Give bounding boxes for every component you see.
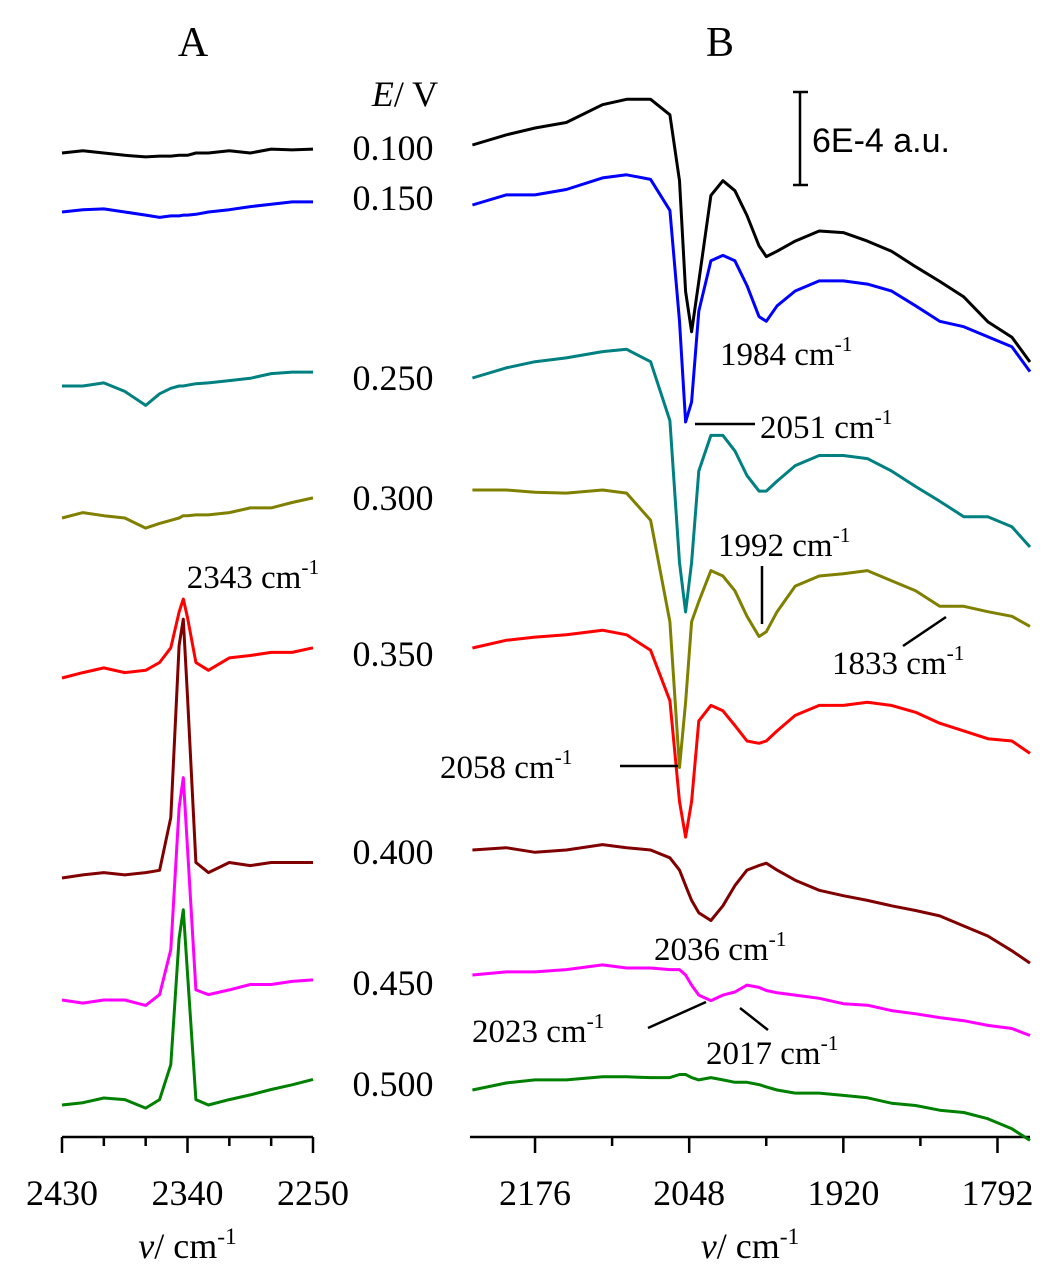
x-axis-title-symbol: ν [701,1226,717,1266]
annotation-sup: -1 [875,405,893,429]
annotation-text: 2023 cm [472,1014,587,1050]
x-axis-title: ν/ cm-1 [138,1224,236,1266]
x-axis-title: ν/ cm-1 [701,1224,799,1266]
potential-label: 0.100 [353,128,434,168]
annotation-sup: -1 [947,641,965,665]
x-axis-title-symbol: ν [138,1226,154,1266]
x-tick-label: 2250 [277,1173,349,1213]
potential-label: 0.450 [353,963,434,1003]
potential-label: 0.250 [353,358,434,398]
annotation-sup: -1 [587,1009,605,1033]
annotation: 2036 cm-1 [654,927,786,968]
spectrum [61,597,314,680]
legend-title: E/ V [371,74,438,114]
annotation-sup: -1 [555,745,573,769]
annotation-sup: -1 [835,332,853,356]
legend-title-text: / V [394,74,438,114]
spectrum [471,97,1032,363]
x-tick-label: 2430 [26,1173,98,1213]
annotation-sup: -1 [769,927,787,951]
x-tick-label: 1920 [807,1173,879,1213]
annotation: 2058 cm-1 [440,745,572,786]
annotation: 1992 cm-1 [718,523,850,564]
spectrum [61,776,314,1007]
spectrum [61,147,314,159]
annotation-text: 1992 cm [718,528,833,564]
panel-title: A [178,20,209,66]
x-axis-title-text: / cm [717,1226,780,1266]
annotation: 2343 cm-1 [187,555,319,596]
spectrum [61,496,314,530]
annotation: 2051 cm-1 [760,405,892,446]
annotation-leader [902,615,947,648]
x-axis-title-text: / cm [154,1226,217,1266]
spectrum [62,370,313,407]
spectrum [472,488,1031,769]
x-tick-label: 2176 [499,1173,571,1213]
annotation-text: 2017 cm [706,1036,821,1072]
x-axis-title-sup: -1 [780,1224,800,1250]
spectrum [61,617,313,880]
annotation-text: 2036 cm [654,932,769,968]
spectrum [472,843,1031,965]
annotation-sup: -1 [821,1031,839,1055]
annotation: 2023 cm-1 [472,1009,604,1050]
spectrum [61,908,314,1110]
annotation-leader [739,1007,769,1031]
annotation-text: 1984 cm [720,337,835,373]
x-tick-label: 2048 [653,1173,725,1213]
x-tick-label: 2340 [152,1173,224,1213]
potential-label: 0.150 [353,178,434,218]
potential-label: 0.300 [353,478,434,518]
annotation: 1833 cm-1 [832,641,964,682]
spectrum [471,347,1032,614]
spectrum [471,173,1032,424]
annotation-text: 2343 cm [187,560,302,596]
annotation: 1984 cm-1 [720,332,852,373]
panel-title: B [706,20,734,66]
annotation-sup: -1 [833,523,851,547]
potential-label: 0.400 [353,832,434,872]
spectrum [472,1073,1031,1142]
annotation-text: 1833 cm [832,646,947,682]
x-axis-title-sup: -1 [217,1224,237,1250]
annotation-text: 2051 cm [760,410,875,446]
annotation-sup: -1 [301,555,319,579]
annotation: 2017 cm-1 [706,1031,838,1072]
scale-label: 6E-4 a.u. [812,122,950,160]
spectrum [472,628,1031,839]
spectrum [61,200,313,219]
spectrum [472,963,1031,1037]
x-tick-label: 1792 [961,1173,1033,1213]
legend-title-symbol: E [371,74,394,114]
potential-label: 0.500 [353,1064,434,1104]
potential-label: 0.350 [353,634,434,674]
annotation-text: 2058 cm [440,750,555,786]
annotation-leader [647,1000,707,1030]
